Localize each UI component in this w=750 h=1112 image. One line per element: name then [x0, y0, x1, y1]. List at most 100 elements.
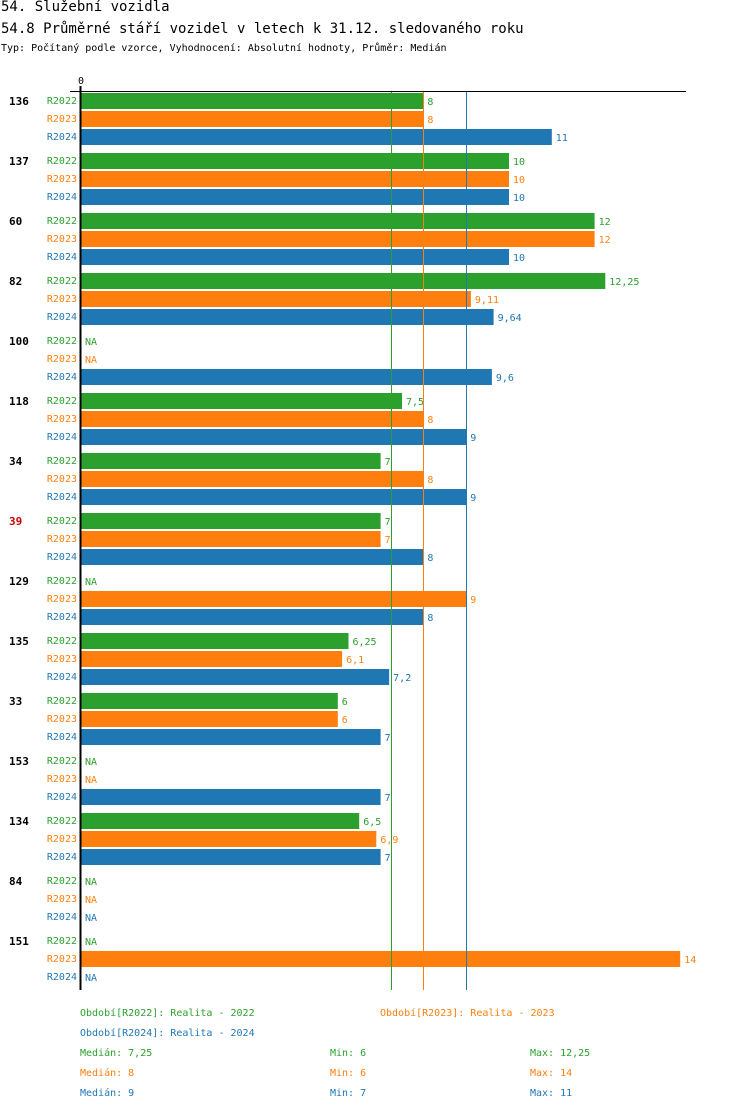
bar-135-R2022 — [81, 633, 349, 649]
na-label-153-R2023: NA — [85, 775, 97, 786]
bar-39-R2022 — [81, 513, 381, 529]
na-label-153-R2022: NA — [85, 757, 97, 768]
row-label-151-R2022: R2022 — [47, 936, 77, 947]
row-label-134-R2024: R2024 — [47, 852, 77, 863]
bar-82-R2022 — [81, 273, 606, 289]
value-label-137-R2024: 10 — [513, 193, 525, 204]
value-label-60-R2022: 12 — [599, 217, 611, 228]
bar-134-R2023 — [81, 831, 377, 847]
value-label-39-R2024: 8 — [427, 553, 433, 564]
stat-max-r2024: Max: 11 — [530, 1088, 573, 1099]
na-label-129-R2022: NA — [85, 577, 97, 588]
value-label-135-R2023: 6,1 — [346, 655, 364, 666]
group-label-134: 134 — [9, 815, 29, 828]
value-label-151-R2023: 14 — [684, 955, 696, 966]
row-label-100-R2023: R2023 — [47, 354, 77, 365]
value-label-136-R2023: 8 — [427, 115, 433, 126]
row-label-33-R2022: R2022 — [47, 696, 77, 707]
na-label-100-R2022: NA — [85, 337, 97, 348]
value-label-34-R2022: 7 — [385, 457, 391, 468]
value-label-136-R2022: 8 — [427, 97, 433, 108]
bar-137-R2024 — [81, 189, 509, 205]
bar-136-R2022 — [81, 93, 424, 109]
row-label-60-R2023: R2023 — [47, 234, 77, 245]
row-label-136-R2022: R2022 — [47, 96, 77, 107]
value-label-137-R2023: 10 — [513, 175, 525, 186]
row-label-137-R2023: R2023 — [47, 174, 77, 185]
bar-118-R2024 — [81, 429, 467, 445]
row-label-118-R2023: R2023 — [47, 414, 77, 425]
row-label-84-R2024: R2024 — [47, 912, 77, 923]
bar-60-R2022 — [81, 213, 595, 229]
bar-134-R2024 — [81, 849, 381, 865]
value-label-82-R2024: 9,64 — [498, 313, 522, 324]
bar-60-R2024 — [81, 249, 509, 265]
na-label-84-R2022: NA — [85, 877, 97, 888]
bar-135-R2023 — [81, 651, 343, 667]
value-label-39-R2023: 7 — [385, 535, 391, 546]
bar-82-R2023 — [81, 291, 471, 307]
row-label-39-R2023: R2023 — [47, 534, 77, 545]
row-label-136-R2023: R2023 — [47, 114, 77, 125]
value-label-60-R2023: 12 — [599, 235, 611, 246]
row-label-39-R2022: R2022 — [47, 516, 77, 527]
na-label-151-R2022: NA — [85, 937, 97, 948]
bar-136-R2023 — [81, 111, 424, 127]
bar-135-R2024 — [81, 669, 390, 685]
row-label-100-R2024: R2024 — [47, 372, 77, 383]
value-label-129-R2023: 9 — [470, 595, 476, 606]
row-label-33-R2024: R2024 — [47, 732, 77, 743]
na-label-151-R2024: NA — [85, 973, 97, 984]
value-label-82-R2022: 12,25 — [609, 277, 639, 288]
group-label-136: 136 — [9, 95, 29, 108]
row-label-134-R2022: R2022 — [47, 816, 77, 827]
bar-chart: 0 136 R2022 8 R2023 8 R2024 11 137 R2022 10 R2023 10… — [9, 76, 696, 990]
bar-82-R2024 — [81, 309, 494, 325]
bar-33-R2024 — [81, 729, 381, 745]
value-label-137-R2022: 10 — [513, 157, 525, 168]
value-label-34-R2024: 9 — [470, 493, 476, 504]
group-label-34: 34 — [9, 455, 23, 468]
row-label-137-R2022: R2022 — [47, 156, 77, 167]
bar-100-R2024 — [81, 369, 492, 385]
row-label-100-R2022: R2022 — [47, 336, 77, 347]
group-label-39: 39 — [9, 515, 22, 528]
group-label-100: 100 — [9, 335, 29, 348]
value-label-136-R2024: 11 — [556, 133, 568, 144]
value-label-135-R2024: 7,2 — [393, 673, 411, 684]
row-label-153-R2022: R2022 — [47, 756, 77, 767]
row-label-134-R2023: R2023 — [47, 834, 77, 845]
row-label-82-R2022: R2022 — [47, 276, 77, 287]
row-label-34-R2022: R2022 — [47, 456, 77, 467]
value-label-118-R2022: 7,5 — [406, 397, 424, 408]
bar-60-R2023 — [81, 231, 595, 247]
stat-min-r2023: Min: 6 — [330, 1068, 367, 1079]
value-label-33-R2024: 7 — [385, 733, 391, 744]
row-label-82-R2024: R2024 — [47, 312, 77, 323]
bar-34-R2022 — [81, 453, 381, 469]
value-label-118-R2023: 8 — [427, 415, 433, 426]
bar-34-R2023 — [81, 471, 424, 487]
value-label-134-R2022: 6,5 — [363, 817, 381, 828]
value-label-118-R2024: 9 — [470, 433, 476, 444]
row-label-137-R2024: R2024 — [47, 192, 77, 203]
row-label-129-R2024: R2024 — [47, 612, 77, 623]
bar-137-R2022 — [81, 153, 509, 169]
stat-median-r2024: Medián: 9 — [80, 1088, 135, 1099]
chart-type-description: Typ: Počítaný podle vzorce, Vyhodnocení:… — [1, 43, 447, 54]
row-label-34-R2024: R2024 — [47, 492, 77, 503]
bar-34-R2024 — [81, 489, 467, 505]
value-label-33-R2023: 6 — [342, 715, 348, 726]
row-label-33-R2023: R2023 — [47, 714, 77, 725]
legend-period-r2023: Období[R2023]: Realita - 2023 — [380, 1008, 555, 1019]
group-label-137: 137 — [9, 155, 29, 168]
bar-151-R2023 — [81, 951, 681, 967]
bar-33-R2023 — [81, 711, 338, 727]
group-label-135: 135 — [9, 635, 29, 648]
group-label-82: 82 — [9, 275, 22, 288]
group-label-118: 118 — [9, 395, 29, 408]
value-label-134-R2024: 7 — [385, 853, 391, 864]
row-label-135-R2022: R2022 — [47, 636, 77, 647]
bar-118-R2022 — [81, 393, 402, 409]
value-label-39-R2022: 7 — [385, 517, 391, 528]
